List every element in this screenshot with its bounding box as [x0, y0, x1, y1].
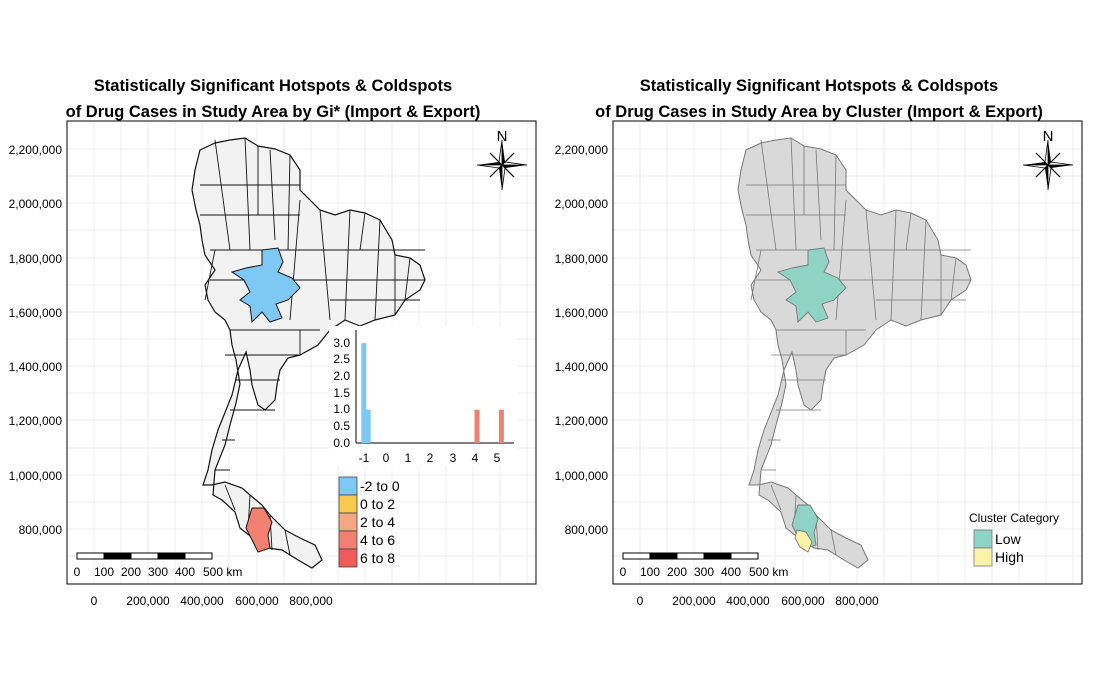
legend-label: -2 to 0: [360, 478, 400, 494]
hist-bar: [498, 409, 504, 443]
legend-swatch: [338, 512, 358, 532]
y-tick-label: 1,200,000: [555, 414, 609, 428]
x-axis: 0 200,000 400,000 600,000 800,000: [91, 594, 333, 608]
y-tick-label: 2,200,000: [9, 143, 63, 157]
hist-x-axis: -1 0 1 2 3 4 5: [359, 451, 501, 465]
scale-label: 0: [620, 565, 627, 579]
panel-title-line1: Statistically Significant Hotspots & Col…: [94, 77, 452, 95]
y-axis: 2,200,000 2,000,000 1,800,000 1,600,000 …: [9, 143, 63, 537]
hist-bar: [474, 409, 480, 443]
gi-legend: -2 to 0 0 to 2 2 to 4 4 to 6 6 to 8: [338, 476, 400, 568]
hist-x-tick: 2: [427, 451, 434, 465]
scale-label: 300: [148, 565, 168, 579]
hist-x-tick: 0: [383, 451, 390, 465]
legend-swatch: [338, 494, 358, 514]
legend-label: 4 to 6: [360, 532, 395, 548]
scale-label: 300: [694, 565, 714, 579]
hist-x-tick: 5: [494, 451, 501, 465]
panel-border: [612, 120, 1083, 585]
x-tick-label: 400,000: [180, 594, 224, 608]
hist-x-tick: 1: [405, 451, 412, 465]
y-tick-label: 1,200,000: [9, 414, 63, 428]
map-panel-gi: Statistically Significant Hotspots & Col…: [9, 77, 537, 608]
x-tick-label: 0: [637, 594, 644, 608]
legend-label: 6 to 8: [360, 550, 395, 566]
legend-label: High: [995, 549, 1024, 565]
map-panel-cluster: Statistically Significant Hotspots & Col…: [555, 77, 1083, 608]
y-tick-label: 1,800,000: [9, 252, 63, 266]
hist-bars: [361, 343, 504, 443]
x-tick-label: 200,000: [672, 594, 716, 608]
legend-swatch: [338, 548, 358, 568]
x-tick-label: 800,000: [289, 594, 333, 608]
y-tick-label: 1,000,000: [555, 469, 609, 483]
x-tick-label: 800,000: [835, 594, 879, 608]
scale-bar: 0 100 200 300 400 500 km: [74, 552, 242, 579]
y-tick-label: 2,200,000: [555, 143, 609, 157]
legend-swatch: [338, 530, 358, 550]
panel-border: [66, 120, 537, 585]
hist-x-tick: 4: [472, 451, 479, 465]
panel-title-line2: of Drug Cases in Study Area by Gi* (Impo…: [66, 103, 481, 121]
y-tick-label: 1,600,000: [9, 306, 63, 320]
scale-label: 100: [640, 565, 660, 579]
north-label: N: [1043, 128, 1054, 145]
scale-label: 100: [94, 565, 114, 579]
hist-y-tick: 2.0: [333, 369, 350, 383]
hist-y-tick: 1.0: [333, 402, 350, 416]
y-tick-label: 1,400,000: [9, 360, 63, 374]
x-tick-label: 400,000: [726, 594, 770, 608]
y-tick-label: 1,000,000: [9, 469, 63, 483]
legend-label: Low: [995, 531, 1022, 547]
y-tick-label: 1,600,000: [555, 306, 609, 320]
scale-label: 400: [175, 565, 195, 579]
north-arrow: N: [1022, 128, 1074, 191]
legend-label: 2 to 4: [360, 514, 395, 530]
scale-label: 0: [74, 565, 81, 579]
scale-bar: 0 100 200 300 400 500 km: [620, 552, 788, 579]
y-tick-label: 1,400,000: [555, 360, 609, 374]
x-tick-label: 0: [91, 594, 98, 608]
y-tick-label: 1,800,000: [555, 252, 609, 266]
hist-y-tick: 0.0: [333, 436, 350, 450]
hist-y-tick: 0.5: [333, 419, 350, 433]
scale-label: 500 km: [203, 565, 242, 579]
scale-label: 500 km: [749, 565, 788, 579]
hist-bar: [361, 343, 367, 443]
legend-swatch: [973, 547, 993, 567]
scale-label: 200: [667, 565, 687, 579]
hist-y-tick: 3.0: [333, 336, 350, 350]
legend-title: Cluster Category: [969, 511, 1059, 525]
y-tick-label: 2,000,000: [9, 197, 63, 211]
panel-title-line2: of Drug Cases in Study Area by Cluster (…: [595, 103, 1043, 121]
y-tick-label: 800,000: [19, 523, 63, 537]
hist-bar: [365, 409, 371, 443]
x-axis: 0 200,000 400,000 600,000 800,000: [637, 594, 879, 608]
legend-label: 0 to 2: [360, 496, 395, 512]
legend-swatch: [973, 529, 993, 549]
scale-label: 400: [721, 565, 741, 579]
hist-y-axis: 0.0 0.5 1.0 1.5 2.0 2.5 3.0: [333, 336, 350, 450]
hist-x-tick: 3: [450, 451, 457, 465]
scale-label: 200: [121, 565, 141, 579]
north-arrow: N: [476, 128, 528, 191]
hist-y-tick: 2.5: [333, 352, 350, 366]
y-tick-label: 800,000: [565, 523, 609, 537]
hist-x-tick: -1: [359, 451, 370, 465]
legend-swatch: [338, 476, 358, 496]
north-label: N: [497, 128, 508, 145]
inset-histogram: 0.0 0.5 1.0 1.5 2.0 2.5 3.0 -1 0 1 2 3 4…: [329, 326, 517, 466]
x-tick-label: 200,000: [126, 594, 170, 608]
y-axis: 2,200,000 2,000,000 1,800,000 1,600,000 …: [555, 143, 609, 537]
y-tick-label: 2,000,000: [555, 197, 609, 211]
x-tick-label: 600,000: [781, 594, 825, 608]
panel-title-line1: Statistically Significant Hotspots & Col…: [640, 77, 998, 95]
cluster-legend: Cluster Category Low High: [969, 511, 1059, 567]
x-tick-label: 600,000: [235, 594, 279, 608]
hist-y-tick: 1.5: [333, 386, 350, 400]
